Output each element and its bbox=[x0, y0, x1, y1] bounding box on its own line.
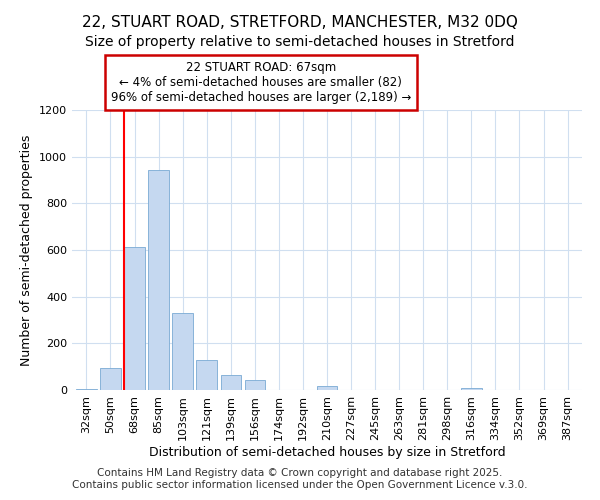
Bar bbox=[245, 380, 265, 390]
Text: 22, STUART ROAD, STRETFORD, MANCHESTER, M32 0DQ: 22, STUART ROAD, STRETFORD, MANCHESTER, … bbox=[82, 15, 518, 30]
Bar bbox=[172, 313, 193, 390]
Y-axis label: Number of semi-detached properties: Number of semi-detached properties bbox=[20, 134, 34, 366]
Bar bbox=[317, 386, 337, 390]
Bar bbox=[461, 388, 482, 390]
Bar bbox=[221, 375, 241, 390]
Bar bbox=[76, 389, 97, 390]
Bar bbox=[124, 246, 145, 390]
Text: Contains HM Land Registry data © Crown copyright and database right 2025.
Contai: Contains HM Land Registry data © Crown c… bbox=[72, 468, 528, 490]
X-axis label: Distribution of semi-detached houses by size in Stretford: Distribution of semi-detached houses by … bbox=[149, 446, 505, 458]
Text: Size of property relative to semi-detached houses in Stretford: Size of property relative to semi-detach… bbox=[85, 35, 515, 49]
Bar bbox=[148, 170, 169, 390]
Bar bbox=[100, 368, 121, 390]
Text: 22 STUART ROAD: 67sqm
← 4% of semi-detached houses are smaller (82)
96% of semi-: 22 STUART ROAD: 67sqm ← 4% of semi-detac… bbox=[110, 62, 411, 104]
Bar bbox=[196, 360, 217, 390]
